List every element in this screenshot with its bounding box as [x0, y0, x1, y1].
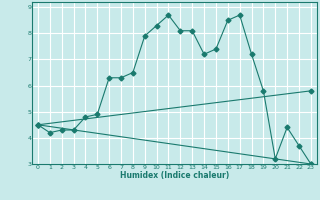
X-axis label: Humidex (Indice chaleur): Humidex (Indice chaleur) [120, 171, 229, 180]
